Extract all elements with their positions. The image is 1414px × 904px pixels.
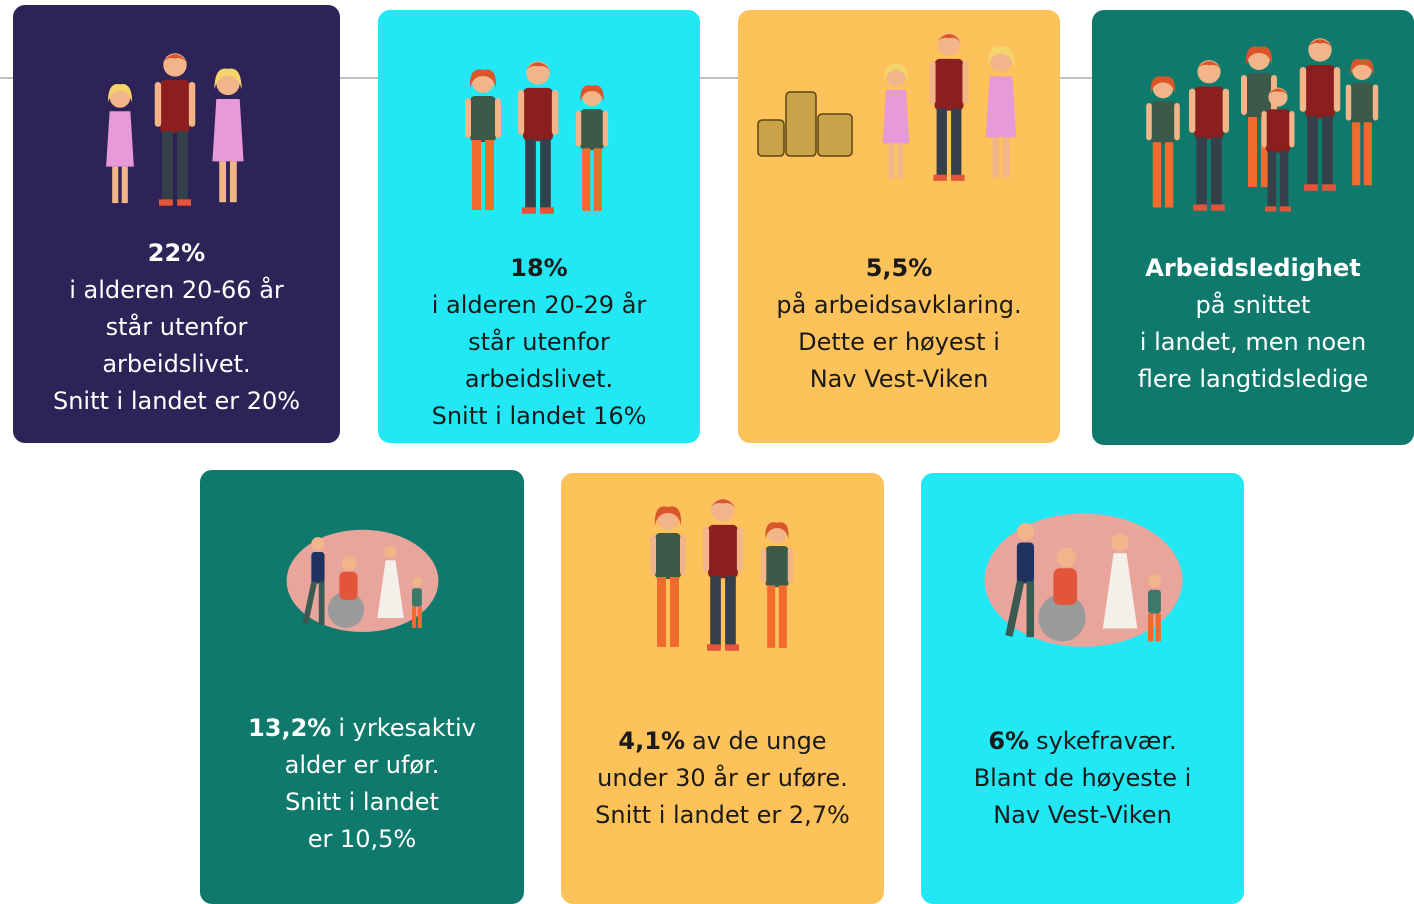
card-lead: 22% — [13, 235, 340, 272]
card-text: 4,1%av de unge under 30 år er uføre. Sni… — [561, 723, 884, 834]
stat-card: 6%sykefravær. Blant de høyeste i Nav Ves… — [921, 473, 1244, 904]
card-line: på snittet — [1092, 287, 1414, 324]
card-text: 5,5% på arbeidsavklaring. Dette er høyes… — [738, 250, 1060, 398]
card-line: står utenfor — [13, 309, 340, 346]
illustration — [1142, 35, 1382, 220]
card-line: Nav Vest-Viken — [738, 361, 1060, 398]
card-line: i alderen 20-66 år — [13, 272, 340, 309]
card-line: er 10,5% — [200, 821, 524, 858]
card-line: Snitt i landet er 2,7% — [561, 797, 884, 834]
card-line: Snitt i landet er 20% — [13, 383, 340, 420]
card-text: Arbeidsledighet på snittet i landet, men… — [1092, 250, 1414, 398]
card-line: arbeidslivet. — [13, 346, 340, 383]
card-lead: Arbeidsledighet — [1092, 250, 1414, 287]
illustration — [98, 50, 258, 210]
card-line: i landet, men noen — [1092, 324, 1414, 361]
card-lead-rest: i yrkesaktiv — [338, 714, 476, 742]
card-lead-rest: sykefravær. — [1036, 727, 1177, 755]
card-text: 18% i alderen 20-29 år står utenfor arbe… — [378, 250, 700, 435]
card-line: Blant de høyeste i — [921, 760, 1244, 797]
card-lead-rest: av de unge — [692, 727, 827, 755]
card-line: Dette er høyest i — [738, 324, 1060, 361]
card-line: står utenfor — [378, 324, 700, 361]
stat-card: 13,2%i yrkesaktiv alder er ufør. Snitt i… — [200, 470, 524, 904]
stat-card: 5,5% på arbeidsavklaring. Dette er høyes… — [738, 10, 1060, 443]
illustration — [645, 495, 805, 655]
card-text: 13,2%i yrkesaktiv alder er ufør. Snitt i… — [200, 710, 524, 858]
stat-card: 4,1%av de unge under 30 år er uføre. Sni… — [561, 473, 884, 904]
card-line: på arbeidsavklaring. — [738, 287, 1060, 324]
card-line: Nav Vest-Viken — [921, 797, 1244, 834]
illustration — [460, 58, 620, 218]
illustration — [976, 498, 1191, 673]
card-line: arbeidslivet. — [378, 361, 700, 398]
card-line: Snitt i landet — [200, 784, 524, 821]
illustration — [280, 525, 445, 645]
card-text: 22% i alderen 20-66 år står utenfor arbe… — [13, 235, 340, 420]
card-line: flere langtidsledige — [1092, 361, 1414, 398]
page: {"cards": [ {"lead": "22%", "lines": ["i… — [0, 0, 1414, 904]
card-text: 6%sykefravær. Blant de høyeste i Nav Ves… — [921, 723, 1244, 834]
card-lead: 4,1% — [618, 727, 685, 755]
card-lead: 6% — [988, 727, 1029, 755]
stat-card: 18% i alderen 20-29 år står utenfor arbe… — [378, 10, 700, 443]
stat-card: Arbeidsledighet på snittet i landet, men… — [1092, 10, 1414, 445]
card-line: under 30 år er uføre. — [561, 760, 884, 797]
stat-card: 22% i alderen 20-66 år står utenfor arbe… — [13, 5, 340, 443]
illustration — [756, 30, 1046, 190]
card-line: alder er ufør. — [200, 747, 524, 784]
card-line: i alderen 20-29 år — [378, 287, 700, 324]
card-lead: 13,2% — [248, 714, 331, 742]
card-lead: 5,5% — [738, 250, 1060, 287]
card-line: Snitt i landet 16% — [378, 398, 700, 435]
card-lead: 18% — [378, 250, 700, 287]
